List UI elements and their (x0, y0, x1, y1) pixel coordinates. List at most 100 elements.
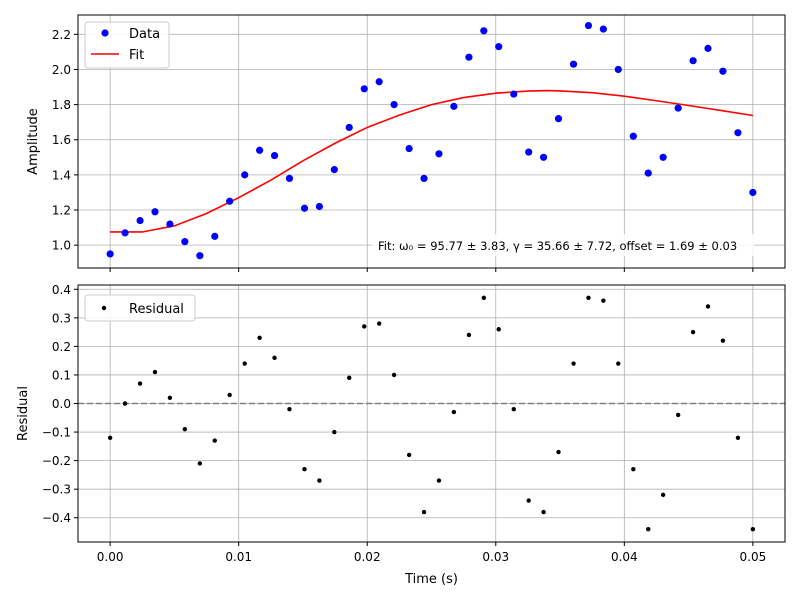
residual-point (631, 466, 636, 472)
residual-point (421, 509, 427, 515)
data-point (241, 171, 249, 179)
residual-point (675, 412, 681, 418)
data-point (539, 153, 548, 161)
residual-point (137, 381, 143, 386)
data-point (674, 104, 682, 112)
data-point (749, 188, 757, 197)
bottom-y-tick-label: −0.2 (42, 454, 71, 468)
residual-point (601, 298, 606, 303)
fit-line (110, 89, 753, 233)
residual-point (616, 361, 621, 366)
residual-point (526, 498, 531, 503)
data-point (345, 123, 353, 132)
residual-point (660, 492, 666, 498)
data-point (644, 169, 652, 177)
data-point (405, 144, 413, 153)
data-point (270, 151, 279, 160)
top-plot-area (78, 15, 785, 268)
data-point (629, 132, 637, 140)
residual-point (212, 438, 217, 443)
data-point (211, 232, 219, 240)
data-point (495, 43, 503, 51)
data-point (256, 146, 264, 154)
data-point (510, 90, 518, 98)
residual-point (107, 435, 113, 440)
residual-point (362, 324, 367, 329)
residual-point (122, 401, 128, 406)
bottom-y-tick-label: −0.1 (42, 426, 71, 440)
data-point (584, 21, 593, 30)
bottom-y-tick-label: −0.3 (42, 483, 71, 497)
data-points (106, 21, 757, 260)
bottom-y-tick-label: −0.4 (42, 511, 71, 525)
bottom-legend-box (84, 294, 196, 322)
top-axes-frame (77, 14, 786, 269)
data-point (121, 229, 129, 237)
x-tick-label: 0.02 (354, 550, 381, 564)
fit-annotation: Fit: ω₀ = 95.77 ± 3.83, γ = 35.66 ± 7.72… (372, 234, 754, 256)
x-tick-label: 0.04 (611, 550, 638, 564)
bottom-y-tick-label: 0.4 (52, 283, 71, 297)
data-point (465, 53, 473, 61)
residual-point (302, 466, 307, 472)
bottom-plot-area (78, 285, 785, 542)
data-point (315, 202, 324, 211)
data-point (704, 44, 712, 52)
residual-point (197, 461, 203, 466)
residual-point (376, 321, 382, 326)
top-y-tick-label: 1.2 (52, 204, 71, 218)
data-point (614, 65, 622, 74)
data-point (569, 60, 578, 68)
top-y-tick-label: 1.6 (52, 133, 71, 147)
top-y-axis-label: Amplitude (26, 108, 41, 175)
residual-point (586, 295, 591, 301)
data-point (330, 166, 338, 174)
residual-point (481, 295, 487, 301)
data-point (689, 57, 697, 65)
top-legend: Data Fit (84, 21, 170, 69)
bottom-panel: 0.00 0.01 0.02 0.03 0.04 0.05 −0.4 −0.3 −0.2 −0.1… (16, 283, 786, 587)
residual-point (496, 327, 501, 332)
bottom-y-axis-label: Residual (16, 386, 31, 441)
data-point (181, 238, 189, 246)
top-panel: 1.0 1.2 1.4 1.6 1.8 2.0 2.2 Data Fit Fit: ω₀ =… (26, 14, 786, 272)
data-point (435, 150, 443, 158)
data-point (300, 204, 309, 212)
data-point (196, 252, 204, 260)
residual-points (107, 295, 756, 532)
data-point (106, 250, 114, 258)
fit-annotation-box (372, 234, 754, 256)
residual-point (317, 478, 322, 483)
data-point (599, 25, 607, 33)
data-point (166, 220, 174, 228)
legend-marker-residual (101, 305, 107, 311)
residual-point (287, 407, 292, 412)
top-ticks: 1.0 1.2 1.4 1.6 1.8 2.0 2.2 (52, 28, 754, 272)
residual-point (750, 526, 756, 532)
top-y-tick-label: 1.4 (52, 168, 71, 182)
x-tick-label: 0.03 (482, 550, 509, 564)
residual-point (406, 452, 412, 458)
residual-point (541, 509, 546, 515)
residual-point (705, 304, 711, 309)
residual-point (735, 435, 741, 440)
x-axis-label: Time (s) (404, 572, 458, 587)
data-point (151, 208, 159, 216)
residual-point (556, 449, 561, 455)
residual-point (167, 395, 173, 400)
legend-label-fit: Fit (129, 48, 144, 63)
bottom-y-tick-label: 0.0 (52, 397, 71, 411)
data-point (734, 129, 742, 137)
residual-point (391, 372, 397, 378)
residual-point (720, 338, 726, 343)
top-y-tick-label: 2.2 (52, 28, 71, 42)
data-point (719, 67, 727, 75)
data-point (390, 101, 398, 109)
data-point (554, 115, 563, 123)
residual-point (511, 407, 516, 412)
data-point (375, 78, 383, 86)
top-y-tick-label: 1.8 (52, 98, 71, 112)
residual-point (257, 335, 262, 341)
residual-point (690, 329, 696, 335)
